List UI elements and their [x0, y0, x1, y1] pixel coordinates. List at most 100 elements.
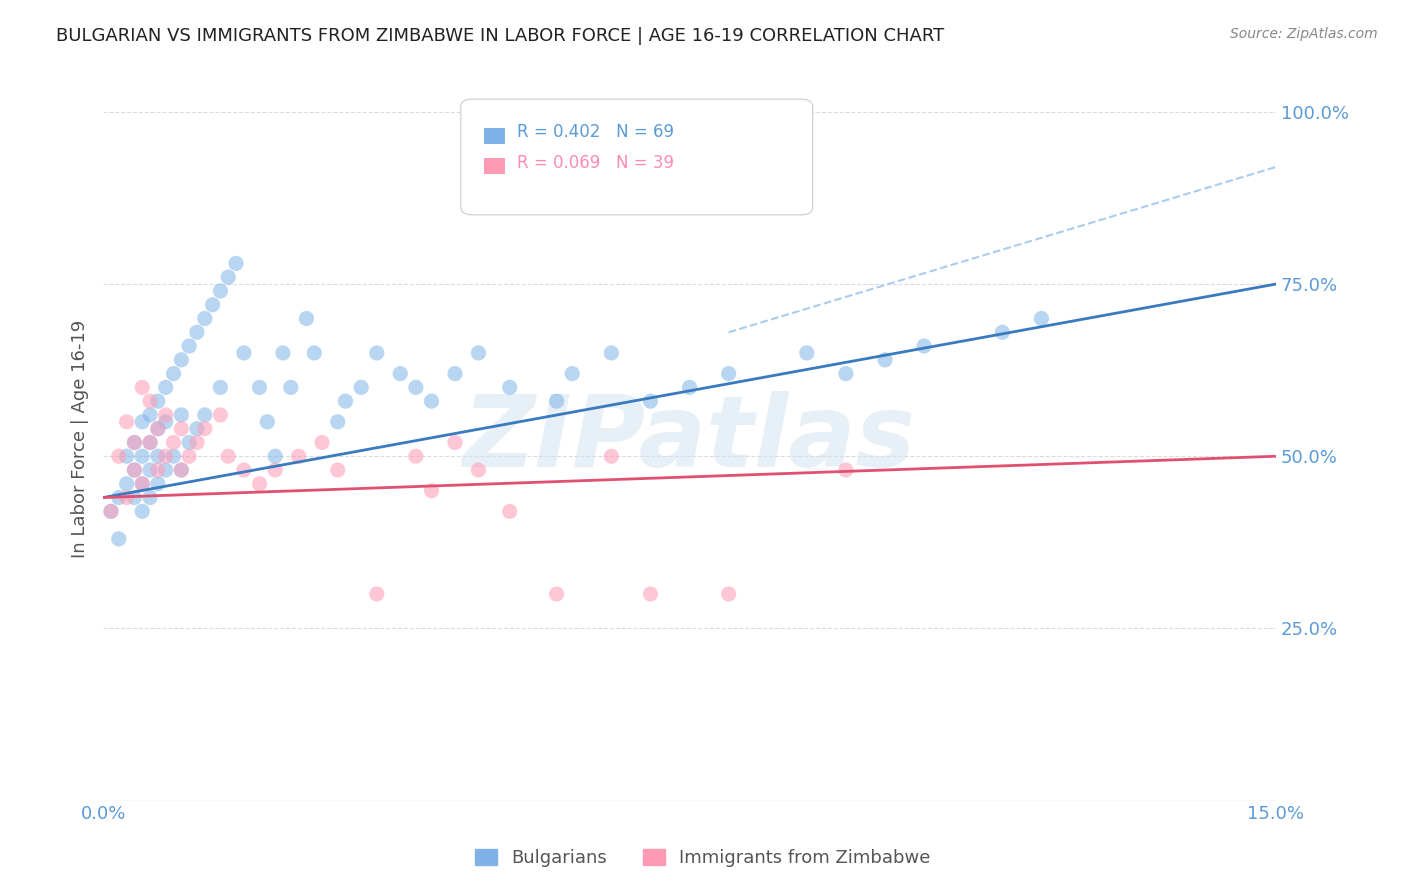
- Point: [186, 326, 208, 340]
- FancyBboxPatch shape: [461, 99, 813, 215]
- Point: [170, 408, 193, 422]
- Point: [179, 435, 201, 450]
- Point: [232, 346, 254, 360]
- Point: [131, 380, 153, 394]
- Point: [217, 449, 239, 463]
- Point: [131, 449, 153, 463]
- Point: [873, 352, 896, 367]
- Point: [139, 394, 162, 409]
- Point: [155, 408, 177, 422]
- Point: [139, 408, 162, 422]
- Point: [335, 394, 357, 409]
- Text: BULGARIAN VS IMMIGRANTS FROM ZIMBABWE IN LABOR FORCE | AGE 16-19 CORRELATION CHA: BULGARIAN VS IMMIGRANTS FROM ZIMBABWE IN…: [56, 27, 945, 45]
- Point: [444, 435, 467, 450]
- Point: [467, 346, 489, 360]
- Point: [146, 463, 169, 477]
- Point: [499, 504, 522, 518]
- Point: [131, 415, 153, 429]
- Point: [170, 352, 193, 367]
- Point: [280, 380, 302, 394]
- Point: [366, 587, 388, 601]
- Point: [170, 422, 193, 436]
- Point: [326, 463, 349, 477]
- Point: [302, 346, 325, 360]
- Point: [640, 394, 662, 409]
- Point: [835, 367, 858, 381]
- Point: [146, 422, 169, 436]
- Point: [162, 435, 184, 450]
- Y-axis label: In Labor Force | Age 16-19: In Labor Force | Age 16-19: [72, 320, 89, 558]
- Point: [326, 415, 349, 429]
- Point: [991, 326, 1014, 340]
- Point: [366, 346, 388, 360]
- Point: [124, 463, 146, 477]
- Point: [124, 435, 146, 450]
- Point: [155, 380, 177, 394]
- Point: [350, 380, 373, 394]
- Point: [420, 394, 443, 409]
- Point: [170, 463, 193, 477]
- Point: [420, 483, 443, 498]
- Point: [912, 339, 935, 353]
- Point: [100, 504, 122, 518]
- Text: R = 0.069   N = 39: R = 0.069 N = 39: [516, 153, 673, 172]
- Point: [405, 449, 427, 463]
- Point: [155, 449, 177, 463]
- Point: [546, 394, 568, 409]
- Point: [194, 408, 217, 422]
- Point: [209, 408, 232, 422]
- Point: [146, 394, 169, 409]
- Point: [311, 435, 333, 450]
- Point: [124, 491, 146, 505]
- Point: [389, 367, 412, 381]
- Point: [139, 435, 162, 450]
- Point: [232, 463, 254, 477]
- Point: [194, 422, 217, 436]
- Legend: Bulgarians, Immigrants from Zimbabwe: Bulgarians, Immigrants from Zimbabwe: [468, 841, 938, 874]
- Point: [264, 449, 287, 463]
- Point: [499, 380, 522, 394]
- Point: [139, 491, 162, 505]
- Point: [209, 380, 232, 394]
- Text: R = 0.402   N = 69: R = 0.402 N = 69: [516, 123, 673, 142]
- Point: [717, 367, 740, 381]
- Point: [561, 367, 583, 381]
- Point: [1031, 311, 1053, 326]
- Point: [194, 311, 217, 326]
- Point: [139, 463, 162, 477]
- Point: [115, 449, 138, 463]
- Point: [162, 449, 184, 463]
- Point: [146, 422, 169, 436]
- Point: [249, 380, 271, 394]
- Point: [115, 491, 138, 505]
- Point: [162, 367, 184, 381]
- FancyBboxPatch shape: [484, 159, 505, 174]
- Point: [600, 449, 623, 463]
- Point: [170, 463, 193, 477]
- Point: [186, 435, 208, 450]
- Point: [287, 449, 309, 463]
- Point: [179, 339, 201, 353]
- Point: [295, 311, 318, 326]
- Point: [124, 435, 146, 450]
- Point: [796, 346, 818, 360]
- Point: [115, 476, 138, 491]
- Point: [179, 449, 201, 463]
- Point: [546, 587, 568, 601]
- Point: [271, 346, 294, 360]
- Point: [201, 298, 224, 312]
- Point: [217, 270, 239, 285]
- Point: [124, 463, 146, 477]
- Point: [107, 491, 129, 505]
- Point: [249, 476, 271, 491]
- Point: [100, 504, 122, 518]
- Point: [717, 587, 740, 601]
- Point: [467, 463, 489, 477]
- Point: [139, 435, 162, 450]
- Point: [107, 532, 129, 546]
- Point: [640, 587, 662, 601]
- Point: [131, 476, 153, 491]
- Point: [146, 476, 169, 491]
- Point: [155, 463, 177, 477]
- Point: [131, 504, 153, 518]
